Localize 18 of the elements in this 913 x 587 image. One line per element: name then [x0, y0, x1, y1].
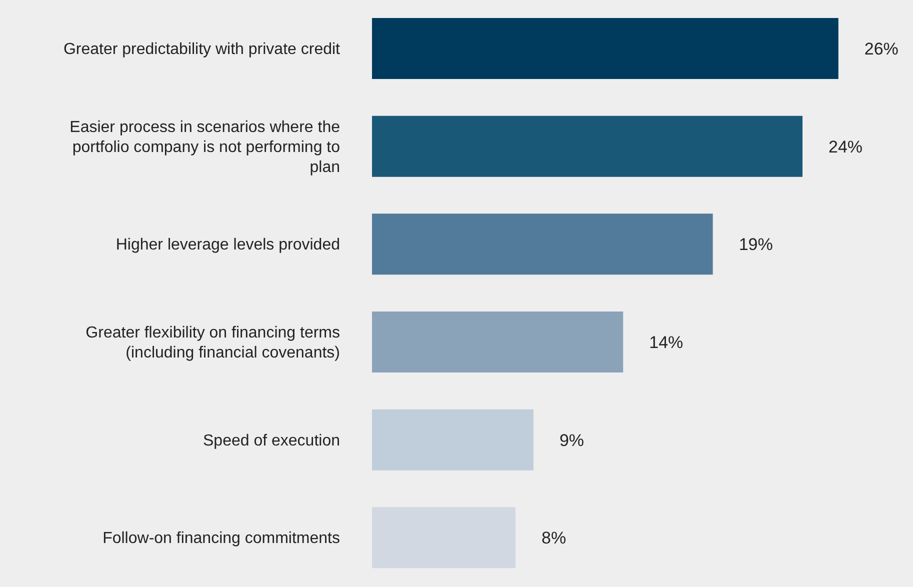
- y-tick-label: Higher leverage levels provided: [116, 236, 340, 254]
- bar: [372, 214, 713, 275]
- data-label: 8%: [542, 528, 566, 548]
- bar: [372, 409, 534, 470]
- bar: [372, 312, 624, 372]
- bar: [372, 18, 838, 79]
- data-label: 19%: [738, 235, 773, 254]
- y-tick-label: Speed of execution: [203, 432, 340, 449]
- y-tick-label: Easier process in scenarios where the portfolio company is not performing to plan: [70, 118, 340, 176]
- data-label: 26%: [864, 40, 898, 59]
- data-label: 9%: [559, 430, 584, 450]
- bar: [372, 116, 803, 177]
- data-label: 14%: [649, 333, 684, 352]
- y-tick-label: Follow-on financing commitments: [102, 530, 340, 547]
- y-tick-label: Greater predictability with private credit: [63, 40, 341, 58]
- bar: [372, 507, 516, 568]
- data-label: 24%: [828, 137, 863, 156]
- y-tick-label: Greater flexibility on financing terms (including financial covenants): [86, 324, 340, 361]
